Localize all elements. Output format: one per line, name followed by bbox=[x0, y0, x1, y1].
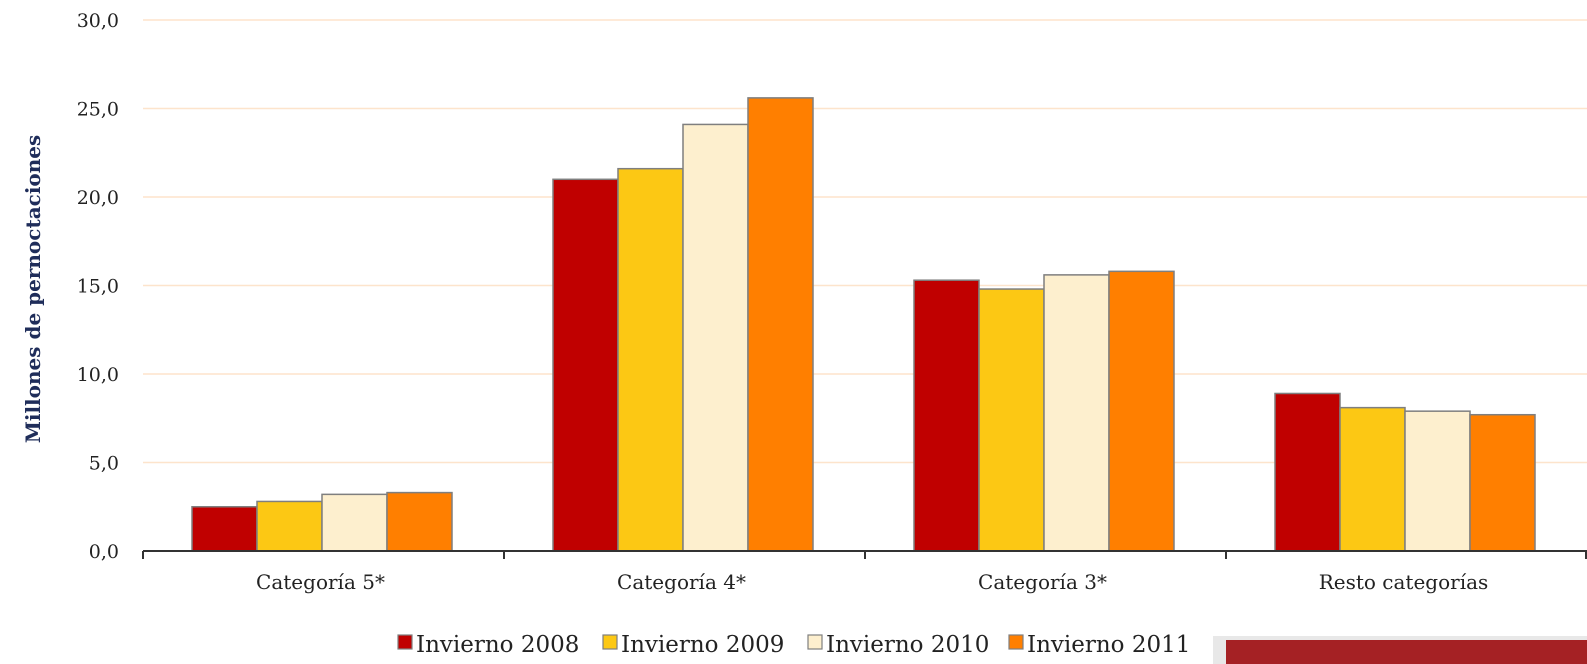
legend: Invierno 2008 Invierno 2009 Invierno 2010 I… bbox=[397, 632, 1190, 658]
bar bbox=[682, 123, 749, 552]
x-tick-label: Resto categorías bbox=[1319, 570, 1489, 594]
y-tick-label: 5,0 bbox=[89, 453, 119, 475]
bar bbox=[913, 279, 980, 552]
y-tick-label: 30,0 bbox=[77, 10, 119, 32]
legend-label: Invierno 2011 bbox=[1027, 632, 1190, 658]
x-tick-label: Categoría 5* bbox=[256, 570, 385, 594]
y-axis-title: Millones de pernoctaciones bbox=[21, 135, 45, 444]
bar bbox=[747, 97, 814, 552]
bar bbox=[191, 506, 258, 552]
y-tick-label: 25,0 bbox=[77, 99, 119, 121]
y-tick-labels: 0,0 5,0 10,0 15,0 20,0 25,0 30,0 bbox=[77, 10, 119, 563]
legend-label: Invierno 2009 bbox=[621, 632, 784, 658]
corner-band bbox=[1226, 640, 1587, 664]
bars bbox=[191, 97, 1536, 552]
legend-swatch bbox=[1008, 634, 1024, 650]
legend-swatch bbox=[807, 634, 823, 650]
y-tick-label: 0,0 bbox=[89, 541, 119, 563]
bar bbox=[256, 500, 323, 552]
gridlines bbox=[143, 19, 1587, 464]
y-tick-label: 10,0 bbox=[77, 364, 119, 386]
legend-label: Invierno 2010 bbox=[826, 632, 989, 658]
x-tick-label: Categoría 3* bbox=[978, 570, 1107, 594]
bar bbox=[1274, 392, 1341, 552]
bar bbox=[321, 493, 388, 552]
legend-swatch bbox=[397, 634, 413, 650]
bar bbox=[1043, 274, 1110, 552]
bar bbox=[1469, 413, 1536, 552]
bar bbox=[386, 491, 453, 552]
bar bbox=[978, 288, 1045, 552]
legend-swatch bbox=[602, 634, 618, 650]
bar bbox=[1339, 406, 1406, 552]
axes bbox=[142, 550, 1587, 559]
y-tick-label: 15,0 bbox=[77, 276, 119, 298]
bar bbox=[552, 178, 619, 552]
bar bbox=[1404, 410, 1471, 552]
x-tick-label: Categoría 4* bbox=[617, 570, 746, 594]
x-tick-labels: Categoría 5* Categoría 4* Categoría 3* Rest… bbox=[256, 570, 1488, 594]
bar bbox=[617, 167, 684, 552]
bar bbox=[1108, 270, 1175, 552]
y-tick-label: 20,0 bbox=[77, 187, 119, 209]
legend-label: Invierno 2008 bbox=[416, 632, 579, 658]
